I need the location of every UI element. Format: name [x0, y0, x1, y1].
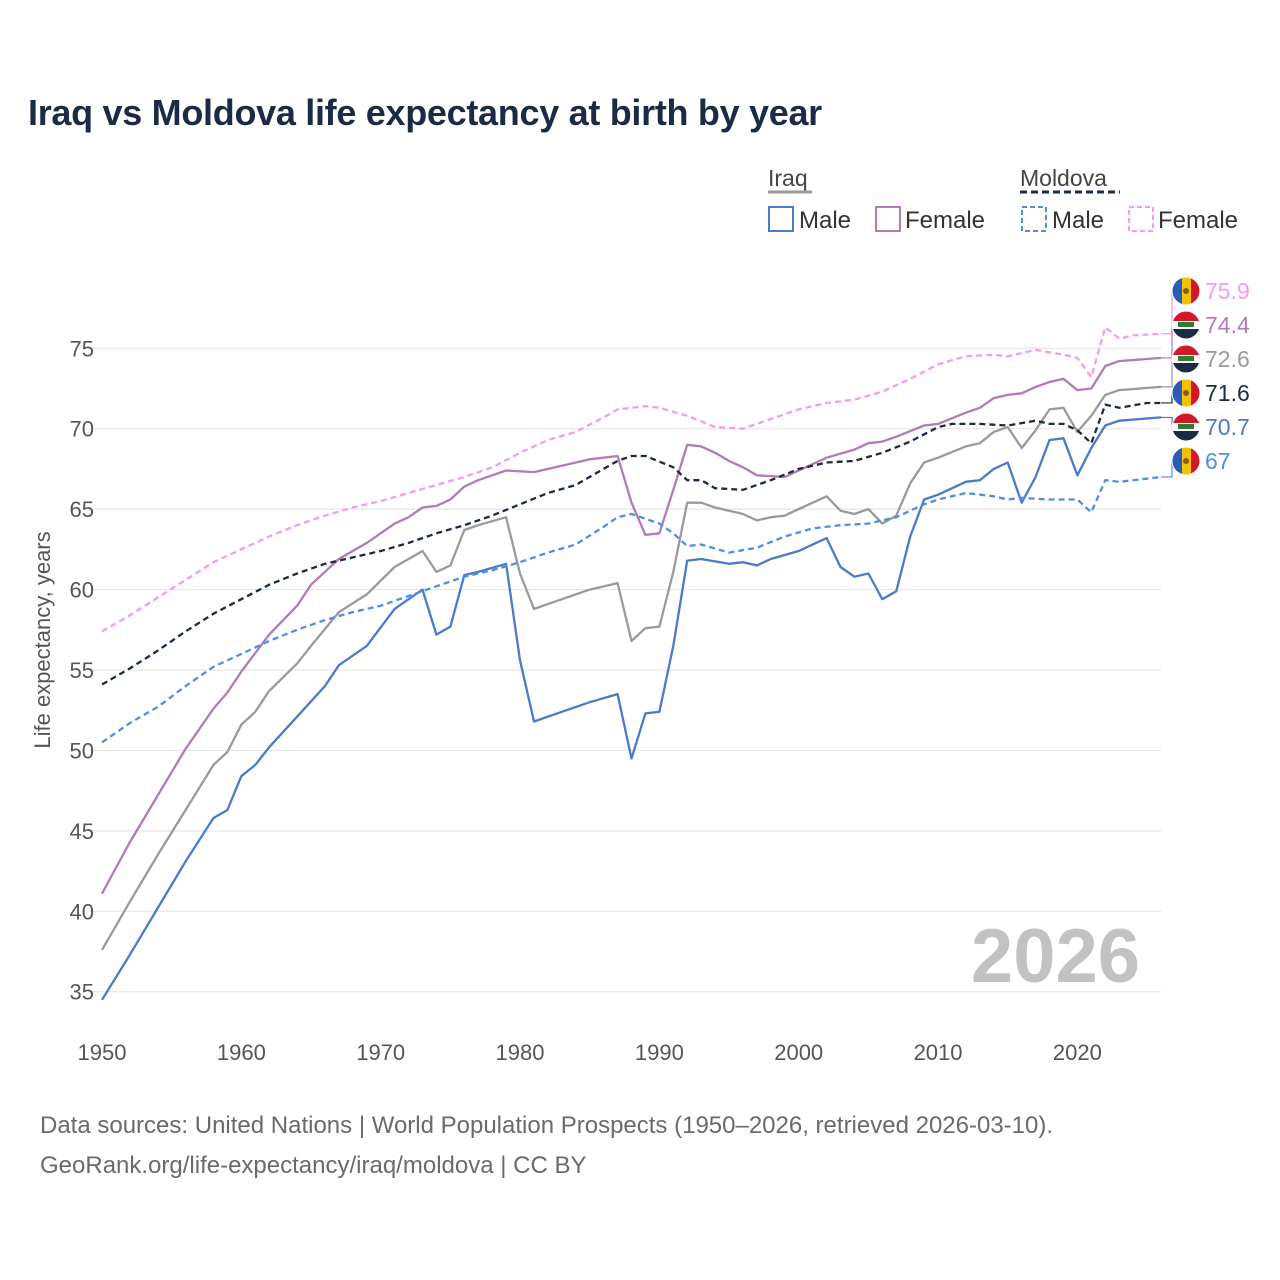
- end-label-value: 67: [1205, 448, 1231, 474]
- legend-moldova-female-swatch[interactable]: [1128, 206, 1154, 232]
- end-label-value: 75.9: [1205, 278, 1250, 304]
- flag-badge-iraq-icon: [1171, 412, 1201, 442]
- y-tick-label: 65: [70, 497, 94, 522]
- flag-badge-iraq-icon: [1171, 310, 1201, 340]
- sources-line-1: Data sources: United Nations | World Pop…: [40, 1112, 1054, 1139]
- y-tick-label: 55: [70, 658, 94, 683]
- legend-iraq-male-swatch[interactable]: [768, 206, 794, 232]
- y-tick-label: 60: [70, 578, 94, 603]
- series-line-iraq-female[interactable]: [100, 356, 1162, 895]
- x-tick-label: 1960: [217, 1040, 266, 1065]
- series-line-moldova-female[interactable]: [101, 326, 1162, 633]
- end-label-connector: [1161, 324, 1174, 359]
- life-expectancy-chart: Life expectancy, years 35 40 45 50 55 60 65 70 7…: [30, 165, 1250, 1065]
- y-tick-label: 45: [70, 819, 94, 844]
- x-tick-label: 1980: [496, 1040, 545, 1065]
- year-watermark: 2026: [971, 914, 1140, 999]
- y-tick-label: 50: [70, 738, 94, 763]
- x-tick-label: 1970: [356, 1040, 405, 1065]
- series-line-iraq-total[interactable]: [101, 385, 1162, 951]
- series-line-moldova-total[interactable]: [101, 401, 1161, 686]
- grid-lines: [90, 347, 1161, 993]
- end-label-value: 70.7: [1205, 414, 1250, 440]
- series-lines: [100, 326, 1162, 1001]
- x-tick-label: 2010: [914, 1040, 963, 1065]
- chart-title: Iraq vs Moldova life expectancy at birth…: [28, 92, 822, 133]
- legend-iraq-female-label[interactable]: Female: [905, 207, 985, 234]
- y-axis-label: Life expectancy, years: [30, 531, 55, 748]
- series-line-iraq-male[interactable]: [101, 416, 1162, 1001]
- x-tick-label: 2000: [774, 1040, 823, 1065]
- end-label-value: 71.6: [1205, 380, 1250, 406]
- end-label-value: 72.6: [1205, 346, 1250, 372]
- legend-group-iraq: Iraq: [768, 165, 808, 191]
- x-tick-label: 1950: [78, 1040, 127, 1065]
- legend-iraq-male-label[interactable]: Male: [799, 207, 851, 234]
- flag-badge-iraq-icon: [1171, 344, 1201, 374]
- y-tick-label: 75: [70, 336, 94, 361]
- x-tick-label: 1990: [635, 1040, 684, 1065]
- axes: Life expectancy, years 35 40 45 50 55 60 65 70 7…: [30, 336, 1102, 1065]
- sources-link[interactable]: GeoRank.org/life-expectancy/iraq/moldova…: [40, 1152, 587, 1179]
- x-tick-label: 2020: [1053, 1040, 1102, 1065]
- end-label-connector: [1161, 358, 1174, 388]
- legend-moldova-male-label[interactable]: Male: [1052, 207, 1104, 234]
- legend-moldova-female-label[interactable]: Female: [1158, 207, 1238, 234]
- y-tick-label: 70: [70, 417, 94, 442]
- legend-moldova-male-swatch[interactable]: [1021, 206, 1047, 232]
- flag-badge-moldova-icon: [1171, 378, 1201, 408]
- end-label-value: 74.4: [1205, 312, 1250, 338]
- legend: Iraq Moldova Male Female Male Female: [768, 165, 1238, 234]
- legend-group-moldova: Moldova: [1020, 165, 1107, 191]
- y-tick-label: 40: [70, 899, 94, 924]
- data-sources: Data sources: United Nations | World Pop…: [40, 1106, 1053, 1186]
- flag-badge-moldova-icon: [1171, 446, 1201, 476]
- flag-badge-moldova-icon: [1171, 276, 1201, 306]
- end-labels: 75.9 74.4 72.6 71.6 70.7 67: [1161, 276, 1250, 478]
- y-tick-label: 35: [70, 980, 94, 1005]
- legend-iraq-female-swatch[interactable]: [875, 206, 901, 232]
